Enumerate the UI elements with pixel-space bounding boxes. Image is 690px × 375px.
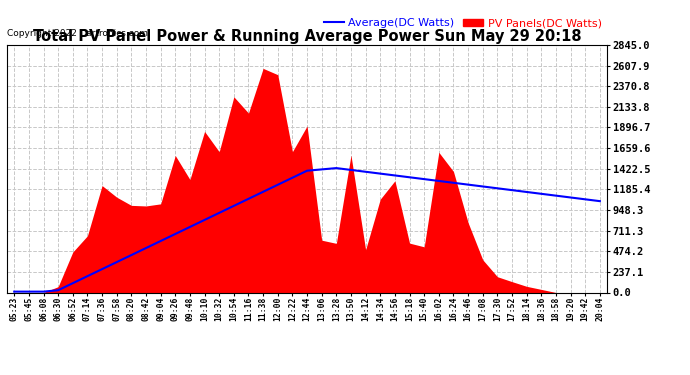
Legend: Average(DC Watts), PV Panels(DC Watts): Average(DC Watts), PV Panels(DC Watts): [324, 18, 602, 28]
Title: Total PV Panel Power & Running Average Power Sun May 29 20:18: Total PV Panel Power & Running Average P…: [32, 29, 582, 44]
Text: Copyright 2022 Cartronics.com: Copyright 2022 Cartronics.com: [7, 29, 148, 38]
